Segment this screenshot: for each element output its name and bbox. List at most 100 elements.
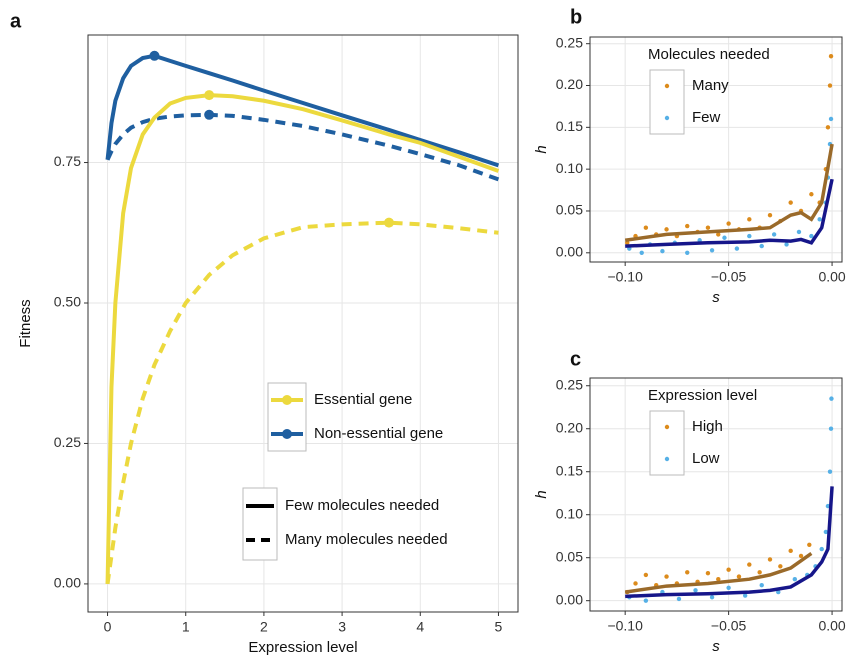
point xyxy=(716,232,721,237)
point xyxy=(798,553,804,559)
x-tick-label: −0.10 xyxy=(607,618,643,634)
point xyxy=(722,235,727,240)
point xyxy=(828,426,834,431)
point xyxy=(776,589,781,595)
legend-key xyxy=(282,395,292,405)
point xyxy=(817,217,822,222)
point xyxy=(664,227,669,232)
smooth-line xyxy=(625,178,834,248)
legend-box xyxy=(649,69,685,135)
x-tick-label: −0.05 xyxy=(711,269,747,285)
y-tick-label: 0.10 xyxy=(556,160,583,176)
point xyxy=(819,546,824,552)
point xyxy=(664,574,669,579)
point xyxy=(829,396,834,401)
legend-key xyxy=(282,429,292,439)
point xyxy=(771,232,777,237)
x-tick-label: −0.05 xyxy=(711,618,747,634)
point xyxy=(827,83,833,88)
x-tick-label: −0.10 xyxy=(607,269,643,285)
point xyxy=(643,598,649,603)
x-tick-label: 4 xyxy=(416,619,424,635)
point xyxy=(825,125,831,130)
point xyxy=(676,596,682,602)
smooth-line xyxy=(624,143,834,242)
x-tick-label: 3 xyxy=(338,619,346,635)
y-tick-label: 0.05 xyxy=(556,202,583,218)
point xyxy=(726,567,731,572)
point xyxy=(757,570,762,575)
legend-label: Few xyxy=(692,109,721,126)
legend-title: Expression level xyxy=(648,387,757,404)
legend-key xyxy=(664,424,670,430)
legend-key xyxy=(664,456,670,462)
legend-box xyxy=(267,382,307,452)
point xyxy=(633,581,638,586)
point xyxy=(809,233,814,239)
y-axis-label: h xyxy=(533,490,550,498)
x-axis-label: s xyxy=(712,638,720,655)
y-tick-label: 0.00 xyxy=(556,591,583,607)
point xyxy=(767,557,773,562)
legend-key xyxy=(664,115,670,121)
point xyxy=(660,248,665,254)
peak-point xyxy=(204,109,215,120)
x-axis-label: s xyxy=(712,289,720,306)
point xyxy=(778,564,783,569)
panel-label: c xyxy=(570,348,581,370)
point xyxy=(827,469,833,474)
peak-point xyxy=(204,90,215,101)
y-tick-label: 0.15 xyxy=(556,118,583,134)
y-tick-label: 0.25 xyxy=(54,434,81,450)
y-tick-label: 0.75 xyxy=(54,153,81,169)
point xyxy=(828,116,834,122)
legend-label: Few molecules needed xyxy=(285,497,439,514)
legend-label: Essential gene xyxy=(314,391,412,408)
x-tick-label: 0.00 xyxy=(818,269,845,285)
point xyxy=(726,585,731,590)
smooth-line xyxy=(625,486,834,599)
point xyxy=(828,54,834,59)
point xyxy=(685,250,690,255)
panel-label: b xyxy=(570,6,582,28)
legend-label: High xyxy=(692,418,723,435)
line xyxy=(105,112,500,182)
point xyxy=(823,529,829,535)
point xyxy=(685,223,690,229)
y-tick-label: 0.20 xyxy=(556,76,583,92)
point xyxy=(784,242,789,247)
smooth-line xyxy=(624,551,813,594)
point xyxy=(788,200,793,205)
panel-label: a xyxy=(10,10,22,32)
point xyxy=(809,192,814,197)
legend-label: Non-essential gene xyxy=(314,425,443,442)
point xyxy=(807,542,812,547)
point xyxy=(726,221,731,226)
x-tick-label: 5 xyxy=(495,619,503,635)
point xyxy=(736,574,742,579)
legend-box xyxy=(649,410,685,476)
point xyxy=(788,548,793,554)
point xyxy=(685,570,690,575)
x-tick-label: 1 xyxy=(182,619,190,635)
point xyxy=(639,250,644,255)
line xyxy=(105,93,500,584)
x-tick-label: 0 xyxy=(104,619,112,635)
y-tick-label: 0.10 xyxy=(556,505,583,521)
legend-key xyxy=(664,83,670,89)
plot-border xyxy=(589,377,843,612)
y-tick-label: 0.00 xyxy=(54,575,81,591)
x-axis-label: Expression level xyxy=(248,639,357,656)
y-tick-label: 0.05 xyxy=(556,548,583,564)
y-axis-label: h xyxy=(533,145,550,153)
legend-label: Many xyxy=(692,77,729,94)
line xyxy=(105,53,500,168)
y-tick-label: 0.20 xyxy=(556,419,583,435)
point xyxy=(643,572,649,578)
point xyxy=(792,576,798,582)
peak-point xyxy=(384,217,394,228)
point xyxy=(734,246,740,251)
point xyxy=(709,248,715,253)
y-tick-label: 0.15 xyxy=(556,462,583,478)
